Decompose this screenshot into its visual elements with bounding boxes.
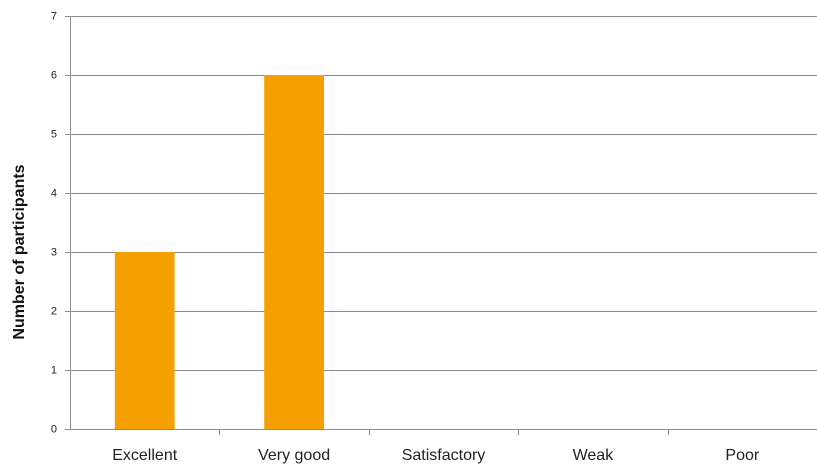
y-tick-labels: 0 1 2 3 4 5 6 7 [51,10,57,435]
x-tick-label: Satisfactory [402,447,486,464]
y-tick-label: 5 [51,128,57,140]
x-tick-labels: Excellent Very good Satisfactory Weak Poor [112,447,760,464]
y-tick-label: 7 [51,10,57,22]
bar-very-good [264,75,324,429]
x-tick-label: Poor [725,447,759,464]
y-tick-label: 6 [51,69,57,81]
x-tick-label: Weak [573,447,615,464]
y-tick-label: 2 [51,305,57,317]
x-tick-label: Very good [258,447,330,464]
x-tick-label: Excellent [112,447,177,464]
y-tick-label: 0 [51,423,57,435]
y-tick-label: 1 [51,364,57,376]
bars [114,75,324,429]
axes [65,16,817,435]
bar-excellent [114,252,175,429]
gridlines [70,16,817,371]
y-tick-label: 3 [51,246,57,258]
y-tick-label: 4 [51,187,57,199]
y-axis-title: Number of participants [11,164,28,339]
